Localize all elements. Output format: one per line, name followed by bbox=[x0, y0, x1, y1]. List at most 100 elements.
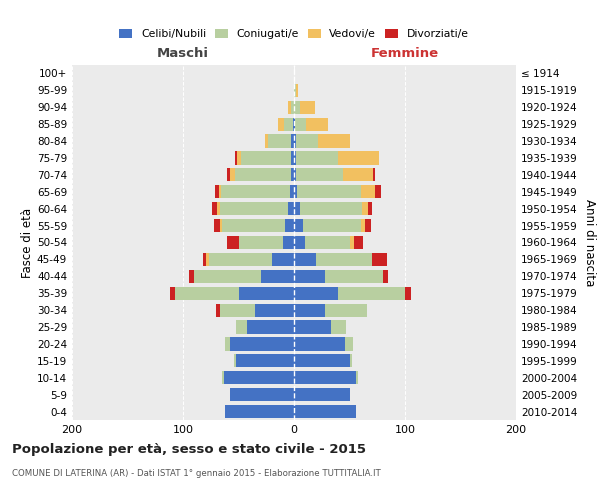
Bar bbox=[234, 354, 236, 368]
Bar bbox=[289, 100, 290, 114]
Bar bbox=[283, 236, 294, 249]
Bar bbox=[294, 405, 356, 418]
Bar bbox=[225, 338, 230, 350]
Bar bbox=[294, 84, 296, 97]
Bar bbox=[285, 219, 294, 232]
Bar bbox=[354, 236, 363, 249]
Bar bbox=[298, 185, 361, 198]
Bar bbox=[294, 118, 295, 131]
Text: Maschi: Maschi bbox=[157, 47, 209, 60]
Bar bbox=[294, 134, 296, 147]
Bar bbox=[331, 320, 346, 334]
Bar bbox=[239, 286, 294, 300]
Bar bbox=[170, 286, 175, 300]
Bar bbox=[383, 270, 388, 283]
Bar bbox=[294, 236, 305, 249]
Bar bbox=[284, 118, 293, 131]
Bar bbox=[294, 253, 316, 266]
Bar bbox=[290, 168, 294, 181]
Bar bbox=[212, 202, 217, 215]
Bar bbox=[227, 236, 239, 249]
Bar bbox=[268, 134, 290, 147]
Bar bbox=[338, 286, 405, 300]
Bar bbox=[188, 270, 194, 283]
Bar bbox=[230, 388, 294, 401]
Bar bbox=[294, 354, 349, 368]
Bar bbox=[294, 152, 296, 164]
Bar bbox=[215, 185, 218, 198]
Bar bbox=[230, 168, 235, 181]
Bar bbox=[218, 185, 221, 198]
Bar bbox=[299, 100, 315, 114]
Bar bbox=[272, 253, 294, 266]
Bar bbox=[365, 219, 371, 232]
Bar bbox=[375, 185, 380, 198]
Bar bbox=[303, 219, 361, 232]
Text: Femmine: Femmine bbox=[371, 47, 439, 60]
Bar bbox=[306, 118, 328, 131]
Bar bbox=[290, 100, 294, 114]
Bar bbox=[293, 118, 294, 131]
Bar bbox=[296, 152, 338, 164]
Bar bbox=[294, 219, 303, 232]
Bar bbox=[294, 185, 298, 198]
Bar bbox=[290, 185, 294, 198]
Bar bbox=[295, 118, 306, 131]
Bar bbox=[238, 152, 241, 164]
Bar bbox=[194, 270, 260, 283]
Bar bbox=[220, 304, 255, 316]
Bar bbox=[361, 219, 365, 232]
Bar bbox=[221, 185, 290, 198]
Bar bbox=[220, 219, 222, 232]
Bar bbox=[294, 371, 356, 384]
Bar bbox=[247, 320, 294, 334]
Bar bbox=[296, 84, 298, 97]
Bar bbox=[345, 338, 353, 350]
Bar bbox=[290, 134, 294, 147]
Bar bbox=[224, 371, 294, 384]
Bar bbox=[294, 270, 325, 283]
Bar bbox=[405, 286, 410, 300]
Bar bbox=[235, 152, 238, 164]
Bar bbox=[222, 219, 285, 232]
Bar bbox=[319, 134, 349, 147]
Bar bbox=[361, 185, 375, 198]
Bar bbox=[260, 270, 294, 283]
Bar bbox=[290, 152, 294, 164]
Bar bbox=[294, 304, 325, 316]
Bar bbox=[209, 253, 272, 266]
Bar bbox=[227, 168, 230, 181]
Bar bbox=[294, 202, 299, 215]
Bar bbox=[214, 219, 220, 232]
Bar bbox=[362, 202, 368, 215]
Bar bbox=[206, 253, 209, 266]
Bar bbox=[238, 236, 283, 249]
Text: Popolazione per età, sesso e stato civile - 2015: Popolazione per età, sesso e stato civil… bbox=[12, 442, 366, 456]
Bar bbox=[349, 354, 352, 368]
Bar bbox=[296, 134, 319, 147]
Bar bbox=[230, 338, 294, 350]
Bar bbox=[222, 371, 224, 384]
Bar bbox=[203, 253, 206, 266]
Bar bbox=[255, 304, 294, 316]
Bar bbox=[294, 338, 345, 350]
Text: COMUNE DI LATERINA (AR) - Dati ISTAT 1° gennaio 2015 - Elaborazione TUTTITALIA.I: COMUNE DI LATERINA (AR) - Dati ISTAT 1° … bbox=[12, 469, 381, 478]
Bar bbox=[294, 168, 296, 181]
Bar bbox=[235, 168, 290, 181]
Bar bbox=[373, 168, 375, 181]
Bar bbox=[236, 320, 247, 334]
Bar bbox=[356, 371, 358, 384]
Bar bbox=[372, 253, 387, 266]
Bar bbox=[299, 202, 362, 215]
Bar bbox=[175, 286, 239, 300]
Y-axis label: Fasce di età: Fasce di età bbox=[21, 208, 34, 278]
Bar bbox=[225, 405, 294, 418]
Bar bbox=[349, 236, 354, 249]
Bar bbox=[217, 202, 220, 215]
Bar bbox=[305, 236, 349, 249]
Bar bbox=[294, 100, 299, 114]
Bar bbox=[296, 168, 343, 181]
Bar bbox=[289, 202, 294, 215]
Bar bbox=[294, 286, 338, 300]
Bar bbox=[316, 253, 372, 266]
